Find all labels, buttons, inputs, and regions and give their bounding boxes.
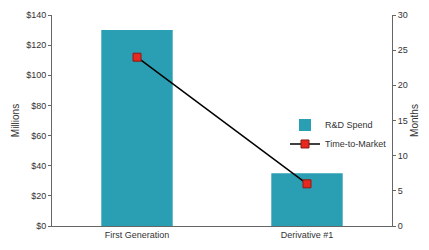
svg-text:Time-to-Market: Time-to-Market (325, 139, 386, 149)
svg-text:$60: $60 (31, 131, 46, 141)
svg-text:Months: Months (409, 104, 420, 137)
svg-text:$120: $120 (26, 40, 46, 50)
svg-text:10: 10 (398, 151, 408, 161)
svg-text:$20: $20 (31, 191, 46, 201)
svg-text:First Generation: First Generation (105, 230, 170, 240)
svg-text:Millions: Millions (10, 104, 21, 137)
svg-text:$40: $40 (31, 161, 46, 171)
svg-text:$100: $100 (26, 70, 46, 80)
svg-text:25: 25 (398, 45, 408, 55)
svg-text:0: 0 (398, 221, 403, 231)
svg-text:20: 20 (398, 80, 408, 90)
svg-text:R&D Spend: R&D Spend (325, 120, 373, 130)
svg-text:$80: $80 (31, 101, 46, 111)
svg-text:15: 15 (398, 116, 408, 126)
svg-text:5: 5 (398, 186, 403, 196)
svg-text:Derivative #1: Derivative #1 (281, 230, 334, 240)
svg-text:$0: $0 (36, 221, 46, 231)
svg-text:$140: $140 (26, 10, 46, 20)
svg-text:30: 30 (398, 10, 408, 20)
